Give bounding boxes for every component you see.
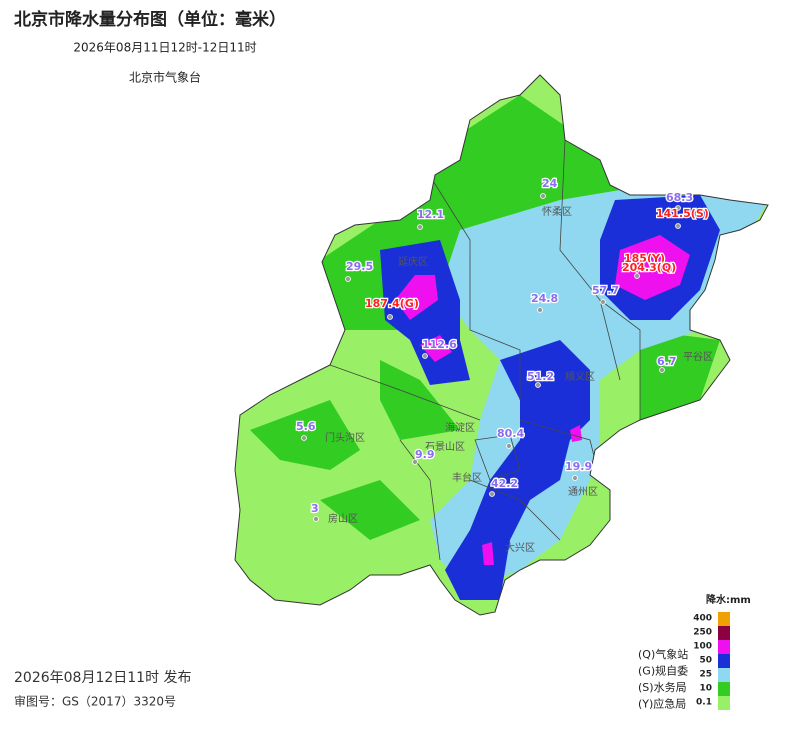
station-value: 29.5 xyxy=(346,260,373,273)
station-marker xyxy=(634,273,640,279)
district-label: 怀柔区 xyxy=(542,206,572,218)
legend: 400 250 100 50 25 10 0.1 (Q)气象站 (G)规自委 (S)水务局 (Y)应… xyxy=(638,612,730,711)
station-marker xyxy=(313,516,319,522)
station-marker xyxy=(506,443,512,449)
legend-title: 降水:mm xyxy=(706,593,751,606)
station-value: 9.9 xyxy=(415,448,435,461)
station-value: 3 xyxy=(311,502,319,515)
title: 北京市降水量分布图（单位：毫米） xyxy=(14,9,286,30)
station-value: 112.6 xyxy=(422,338,457,351)
station-marker xyxy=(600,299,606,305)
station-value: 187.4(G) xyxy=(365,297,419,310)
station-value: 185(Y) xyxy=(624,252,665,265)
legend-swatch xyxy=(718,696,730,710)
legend-level-label: 50 xyxy=(699,656,712,666)
station-value: 6.7 xyxy=(657,355,677,368)
station-value: 141.5(S) xyxy=(656,207,709,220)
station-value: 51.2 xyxy=(527,370,554,383)
station-marker xyxy=(345,276,351,282)
district-label: 门头沟区 xyxy=(325,431,365,444)
legend-swatch xyxy=(718,640,730,654)
station-marker xyxy=(535,382,541,388)
station-value: 24.8 xyxy=(531,292,558,305)
station-marker xyxy=(675,223,681,229)
legend-source: (G)规自委 xyxy=(638,664,688,678)
station-marker xyxy=(417,224,423,230)
station-marker xyxy=(634,267,640,273)
station-value: 12.1 xyxy=(417,208,444,221)
station-marker xyxy=(675,205,681,211)
district-label: 石景山区 xyxy=(425,441,465,453)
station-value: 24 xyxy=(542,177,558,190)
station-value: 68.3 xyxy=(666,191,693,204)
district-borders xyxy=(329,139,641,561)
legend-swatch xyxy=(718,654,730,668)
station-marker xyxy=(572,475,578,481)
issuer: 北京市气象台 xyxy=(129,70,201,85)
legend-source: (S)水务局 xyxy=(638,681,687,694)
legend-swatch xyxy=(718,612,730,626)
zone-magenta xyxy=(395,235,690,565)
station-value: 80.4 xyxy=(497,427,524,440)
district-label: 大兴区 xyxy=(505,541,535,554)
rain-field xyxy=(235,75,768,615)
legend-level-label: 100 xyxy=(693,642,712,652)
station-value: 19.9 xyxy=(565,460,592,473)
legend-level-label: 0.1 xyxy=(696,698,712,708)
legend-level-label: 250 xyxy=(693,628,712,638)
legend-level-label: 400 xyxy=(693,614,712,624)
legend-level-label: 10 xyxy=(699,684,712,694)
district-label: 延庆区 xyxy=(398,255,428,268)
station-marker xyxy=(540,193,546,199)
station-marker xyxy=(489,491,495,497)
legend-swatch xyxy=(718,668,730,682)
release-time: 2026年08月12日11时 发布 xyxy=(14,670,192,686)
legend-swatch xyxy=(718,626,730,640)
station-marker xyxy=(387,314,393,320)
station-marker xyxy=(301,435,307,441)
legend-source: (Y)应急局 xyxy=(638,697,686,711)
station-marker xyxy=(412,459,418,465)
map-number: 审图号：GS（2017）3320号 xyxy=(14,694,176,709)
station-value: 42.2 xyxy=(491,477,518,490)
station-value: 57.7 xyxy=(592,284,619,297)
legend-source: (Q)气象站 xyxy=(638,647,688,661)
station-marker xyxy=(537,307,543,313)
zone-blue xyxy=(380,195,720,600)
district-label: 房山区 xyxy=(328,512,358,525)
station-value: 5.6 xyxy=(296,420,316,433)
station-marker xyxy=(659,367,665,373)
district-label: 顺义区 xyxy=(565,371,595,383)
district-label: 丰台区 xyxy=(452,471,482,484)
district-label: 平谷区 xyxy=(683,351,713,363)
central-district-border xyxy=(474,434,521,481)
legend-swatch xyxy=(718,682,730,696)
station-value: 204.3(Q) xyxy=(622,261,676,274)
district-label: 海淀区 xyxy=(445,421,475,434)
subtitle: 2026年08月11日12时-12日11时 xyxy=(73,41,256,55)
district-label: 通州区 xyxy=(568,486,598,498)
legend-level-label: 25 xyxy=(699,670,712,680)
station-marker xyxy=(422,353,428,359)
